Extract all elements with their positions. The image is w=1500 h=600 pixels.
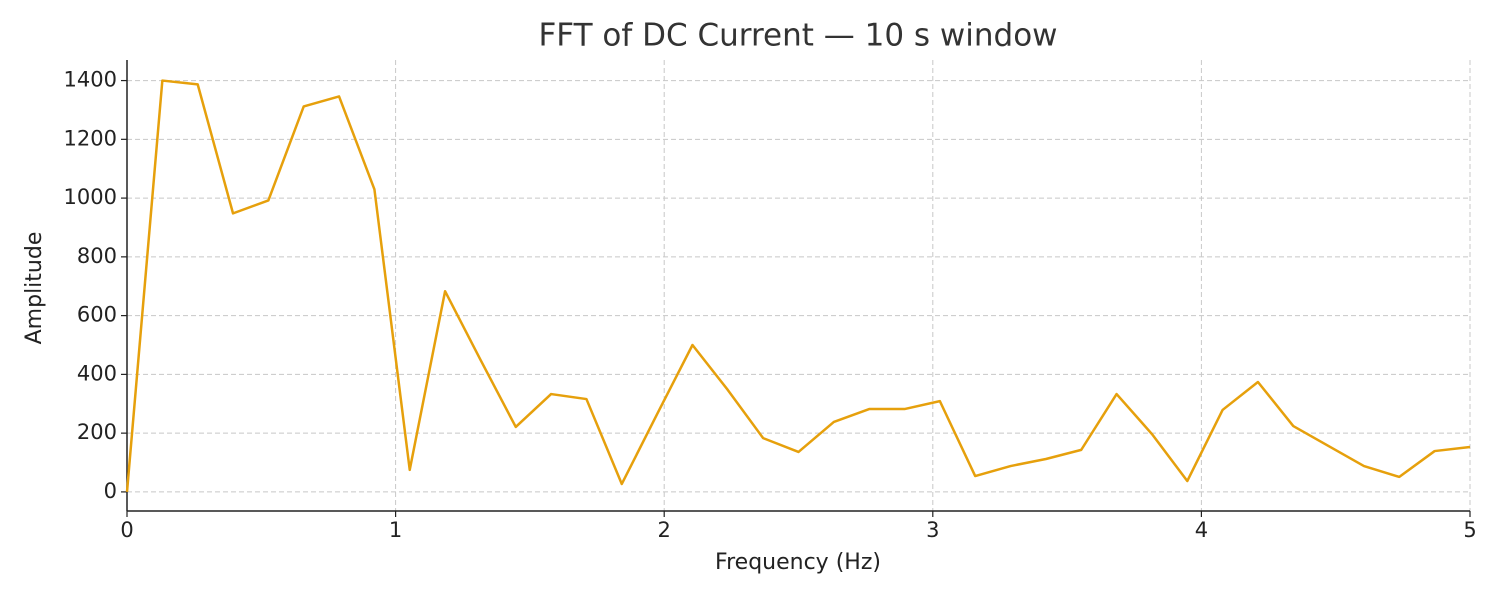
- y-tick-label: 1000: [64, 185, 117, 209]
- y-tick-label: 200: [77, 420, 117, 444]
- x-axis-label: Frequency (Hz): [715, 550, 881, 575]
- data-line: [125, 79, 1471, 493]
- y-tick-label: 800: [77, 244, 117, 268]
- y-axis-label: Amplitude: [22, 232, 47, 345]
- x-tick-label: 5: [1463, 518, 1476, 542]
- x-tick-label: 1: [389, 518, 402, 542]
- y-tick-label: 1400: [64, 68, 117, 92]
- y-tick-label: 600: [77, 303, 117, 327]
- y-tick-label: 400: [77, 361, 117, 385]
- y-tick-label: 1200: [64, 126, 117, 150]
- y-tick-label: 0: [104, 479, 117, 503]
- x-tick-label: 4: [1195, 518, 1208, 542]
- x-tick-label: 2: [658, 518, 671, 542]
- chart-title: FFT of DC Current — 10 s window: [538, 18, 1057, 54]
- x-tick-label: 3: [926, 518, 939, 542]
- x-tick-label: 0: [120, 518, 133, 542]
